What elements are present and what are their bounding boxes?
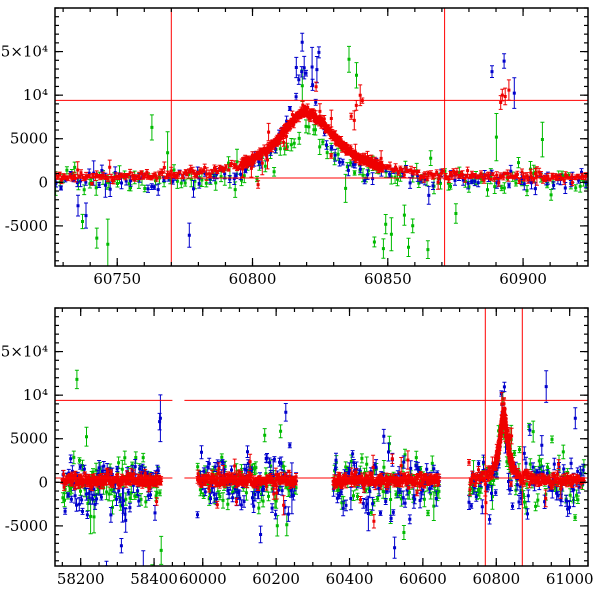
svg-text:60900: 60900 [499,270,547,288]
svg-text:1.5×10⁴: 1.5×10⁴ [0,43,48,61]
svg-text:60800: 60800 [229,270,277,288]
svg-text:61000: 61000 [546,570,594,588]
svg-text:60400: 60400 [326,570,374,588]
svg-text:60800: 60800 [472,570,520,588]
svg-text:5000: 5000 [10,430,48,448]
svg-text:60600: 60600 [399,570,447,588]
svg-text:0: 0 [38,173,48,191]
svg-text:0: 0 [38,473,48,491]
svg-text:-5000: -5000 [5,517,48,535]
svg-text:10⁴: 10⁴ [23,386,48,404]
svg-text:5000: 5000 [10,130,48,148]
bottom-panel-chart: 58200 58400 60000 60200 60400 60600 60800 61000… [0,307,594,588]
svg-text:60750: 60750 [93,270,141,288]
top-panel-chart: 60750 60800 60850 60900 -5000 0 5000 10⁴ 1.5×10⁴ [0,7,589,288]
svg-text:60850: 60850 [364,270,412,288]
svg-text:58400: 58400 [130,570,178,588]
svg-text:10⁴: 10⁴ [23,86,48,104]
svg-text:58200: 58200 [57,570,105,588]
svg-text:60000: 60000 [179,570,227,588]
svg-text:60200: 60200 [252,570,300,588]
svg-text:-5000: -5000 [5,217,48,235]
svg-text:1.5×10⁴: 1.5×10⁴ [0,343,48,361]
